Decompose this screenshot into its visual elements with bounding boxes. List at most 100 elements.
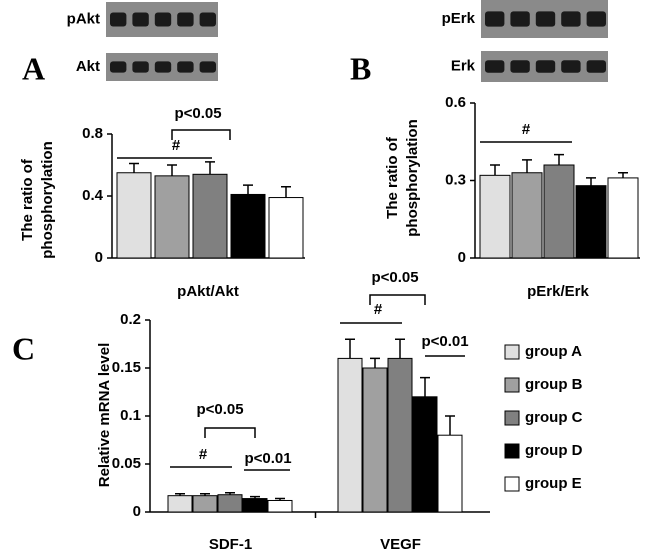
annotation-line <box>369 294 426 305</box>
legend-label: group C <box>525 409 583 426</box>
bar <box>116 172 152 259</box>
bar <box>412 396 438 513</box>
blot-band <box>510 60 530 73</box>
panel-letter: A <box>22 50 45 86</box>
y-tick-label: 0.2 <box>120 311 141 328</box>
blot-band <box>177 61 194 73</box>
y-axis-label: The ratio of <box>19 158 36 241</box>
legend-swatch <box>504 377 520 393</box>
annotation: p<0.05 <box>174 105 221 122</box>
legend-label: group B <box>525 376 583 393</box>
bar <box>607 177 639 259</box>
error-bar <box>522 159 532 173</box>
blot-band <box>199 61 216 73</box>
error-bar <box>243 184 253 195</box>
blot-band <box>485 60 505 73</box>
blot-band <box>199 12 216 27</box>
blot-band <box>154 61 172 73</box>
error-bar <box>420 376 430 397</box>
x-axis-label: pErk/Erk <box>527 283 589 300</box>
annotation: p<0.05 <box>196 401 243 418</box>
y-tick-label: 0 <box>133 503 141 520</box>
annotation: # <box>172 137 181 154</box>
error-bar <box>200 493 210 496</box>
blot-band <box>132 12 149 27</box>
blot-band <box>586 60 606 73</box>
y-tick-label: 0 <box>458 249 466 266</box>
blot-band <box>177 12 194 27</box>
blot-label: Erk <box>451 57 476 74</box>
blot-band <box>535 60 556 73</box>
annotation: # <box>522 121 531 138</box>
bar <box>230 193 266 259</box>
bar <box>337 357 363 513</box>
bar <box>575 185 607 259</box>
error-bar <box>281 185 291 198</box>
error-bar <box>490 164 500 176</box>
x-axis-label: pAkt/Akt <box>177 283 239 300</box>
y-tick-label: 0.6 <box>445 94 466 111</box>
error-bar <box>167 164 177 176</box>
y-axis-label: phosphorylation <box>404 119 421 237</box>
legend-label: group D <box>525 442 583 459</box>
bar <box>267 499 293 513</box>
panel-letter: B <box>350 50 371 86</box>
blot-band <box>110 12 127 27</box>
error-bar <box>225 492 235 495</box>
y-tick-label: 0.1 <box>120 407 141 424</box>
y-axis-label: phosphorylation <box>39 141 56 259</box>
error-bar <box>370 357 380 368</box>
bar <box>217 494 243 513</box>
annotation: p<0.01 <box>244 450 291 467</box>
blot-label: pAkt <box>67 10 100 27</box>
error-bar <box>275 497 285 501</box>
bar <box>437 434 463 513</box>
annotation: # <box>199 446 208 463</box>
x-tick-label: VEGF <box>380 536 421 553</box>
bar <box>362 367 388 513</box>
blot-band <box>561 11 581 27</box>
y-axis-label: Relative mRNA level <box>96 343 113 488</box>
blot-band <box>561 60 581 73</box>
error-bar <box>129 162 139 173</box>
blot-band <box>154 12 172 27</box>
bar <box>543 164 575 259</box>
panel-letter: C <box>12 330 35 366</box>
error-bar <box>205 161 215 175</box>
legend-swatch <box>504 476 520 492</box>
bar <box>387 357 413 513</box>
blot-band <box>535 11 556 27</box>
error-bar <box>345 338 355 359</box>
error-bar <box>175 493 185 496</box>
bar <box>154 175 190 259</box>
annotation: # <box>374 301 383 318</box>
blot-band <box>586 11 606 27</box>
bar <box>511 172 543 259</box>
error-bar <box>554 153 564 165</box>
annotation-line <box>171 129 231 140</box>
annotation-line <box>204 427 256 438</box>
legend-swatch <box>504 443 520 459</box>
y-tick-label: 0 <box>95 249 103 266</box>
bar <box>192 173 228 259</box>
bar <box>167 495 193 513</box>
bar <box>479 174 511 259</box>
y-tick-label: 0.05 <box>112 455 141 472</box>
y-tick-label: 0.15 <box>112 359 141 376</box>
error-bar <box>618 172 628 178</box>
legend-swatch <box>504 410 520 426</box>
error-bar <box>250 495 260 499</box>
blot-label: Akt <box>76 58 100 75</box>
blot-label: pErk <box>442 10 476 27</box>
error-bar <box>586 177 596 186</box>
bar <box>242 498 268 513</box>
error-bar <box>445 415 455 436</box>
x-tick-label: SDF-1 <box>209 536 252 553</box>
error-bar <box>395 338 405 359</box>
annotation: p<0.05 <box>371 269 418 286</box>
y-tick-label: 0.3 <box>445 171 466 188</box>
annotation: p<0.01 <box>421 333 468 350</box>
y-tick-label: 0.8 <box>82 125 103 142</box>
bar <box>192 495 218 513</box>
